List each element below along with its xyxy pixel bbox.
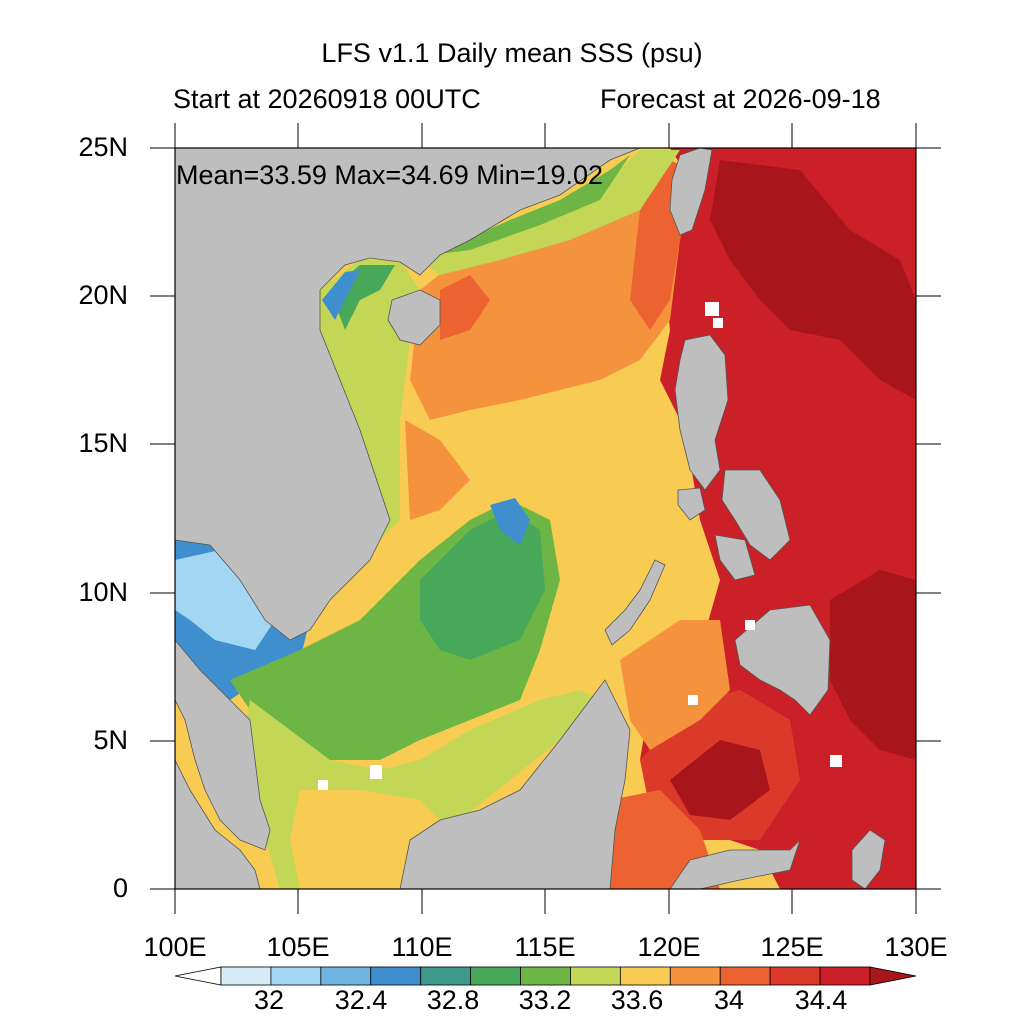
lon-label-120e: 120E: [637, 932, 701, 962]
tonkin-blue: [322, 270, 360, 320]
asia-mainland: [175, 148, 641, 641]
lat-label-25n: 25N: [78, 132, 128, 162]
forecast-time-label: Forecast at 2026-09-18: [600, 84, 881, 114]
lon-label-115e: 115E: [514, 932, 576, 962]
pacific-max-salinity-south: [830, 570, 916, 760]
map-title: LFS v1.1 Daily mean SSS (psu): [321, 38, 703, 68]
lon-label-125e: 125E: [760, 932, 824, 962]
colorbar-swatch: [420, 966, 472, 986]
colorbar-swatch: [570, 966, 621, 986]
stats-label: Mean=33.59 Max=34.69 Min=19.02: [176, 160, 604, 190]
sunda-yellow: [290, 790, 440, 889]
west-coast-orange: [405, 420, 470, 520]
lon-label-130e: 130E: [884, 932, 948, 962]
central-blue-spot: [490, 498, 530, 545]
colorbar-swatch-high: [869, 966, 917, 986]
central-green: [420, 510, 545, 660]
lon-label-110e: 110E: [391, 932, 453, 962]
panay: [714, 534, 756, 581]
lat-label-15n: 15N: [78, 428, 128, 458]
colorbar-label-34: 34: [713, 985, 745, 1015]
palawan: [604, 559, 666, 646]
land: [175, 148, 886, 889]
colorbar-swatch: [769, 966, 821, 986]
sulu-orange: [620, 620, 730, 750]
colorbar-label-32-4: 32.4: [334, 985, 388, 1015]
lat-label-20n: 20N: [78, 280, 128, 310]
hainan-island: [387, 289, 441, 346]
colorbar-swatch: [270, 966, 322, 986]
colorbar-swatch: [370, 966, 422, 986]
lat-label-0: 0: [112, 873, 128, 903]
start-time-label: Start at 20260918 00UTC: [173, 84, 481, 114]
colorbar-label-32-8: 32.8: [426, 985, 480, 1015]
colorbar-label-33-2: 33.2: [518, 985, 572, 1015]
colorbar-swatch: [520, 966, 571, 986]
plot-area: [175, 148, 916, 889]
taiwan: [669, 148, 713, 236]
lon-label-105e: 105E: [266, 932, 330, 962]
colorbar-swatch: [719, 966, 771, 986]
colorbar-label-33-6: 33.6: [610, 985, 664, 1015]
pacific-max-salinity: [710, 160, 916, 400]
colorbar-swatch: [220, 966, 272, 986]
colorbar-swatch: [819, 966, 871, 986]
celebes-core: [670, 740, 770, 820]
colorbar: [174, 966, 917, 986]
malay-peninsula: [175, 639, 271, 851]
lon-label-100e: 100E: [143, 932, 207, 962]
halmahera: [851, 829, 886, 889]
colorbar-swatch: [320, 966, 372, 986]
hainan-east-red: [440, 275, 490, 340]
colorbar-label-32: 32: [253, 985, 285, 1015]
colorbar-label-34-4: 34.4: [794, 985, 848, 1015]
sumatra: [175, 759, 261, 889]
lat-label-5n: 5N: [93, 725, 128, 755]
mindoro: [677, 487, 706, 521]
colorbar-swatch: [619, 966, 671, 986]
mindanao: [734, 604, 831, 716]
visayas: [721, 469, 791, 561]
lat-label-10n: 10N: [78, 577, 128, 607]
borneo: [399, 679, 631, 889]
colorbar-swatch: [470, 966, 521, 986]
missing-data-patches: [318, 302, 842, 790]
colorbar-swatch-low: [174, 966, 222, 986]
luzon: [674, 334, 729, 491]
tick-marks: [150, 123, 941, 914]
colorbar-swatch: [669, 966, 721, 986]
sulawesi: [669, 839, 801, 889]
